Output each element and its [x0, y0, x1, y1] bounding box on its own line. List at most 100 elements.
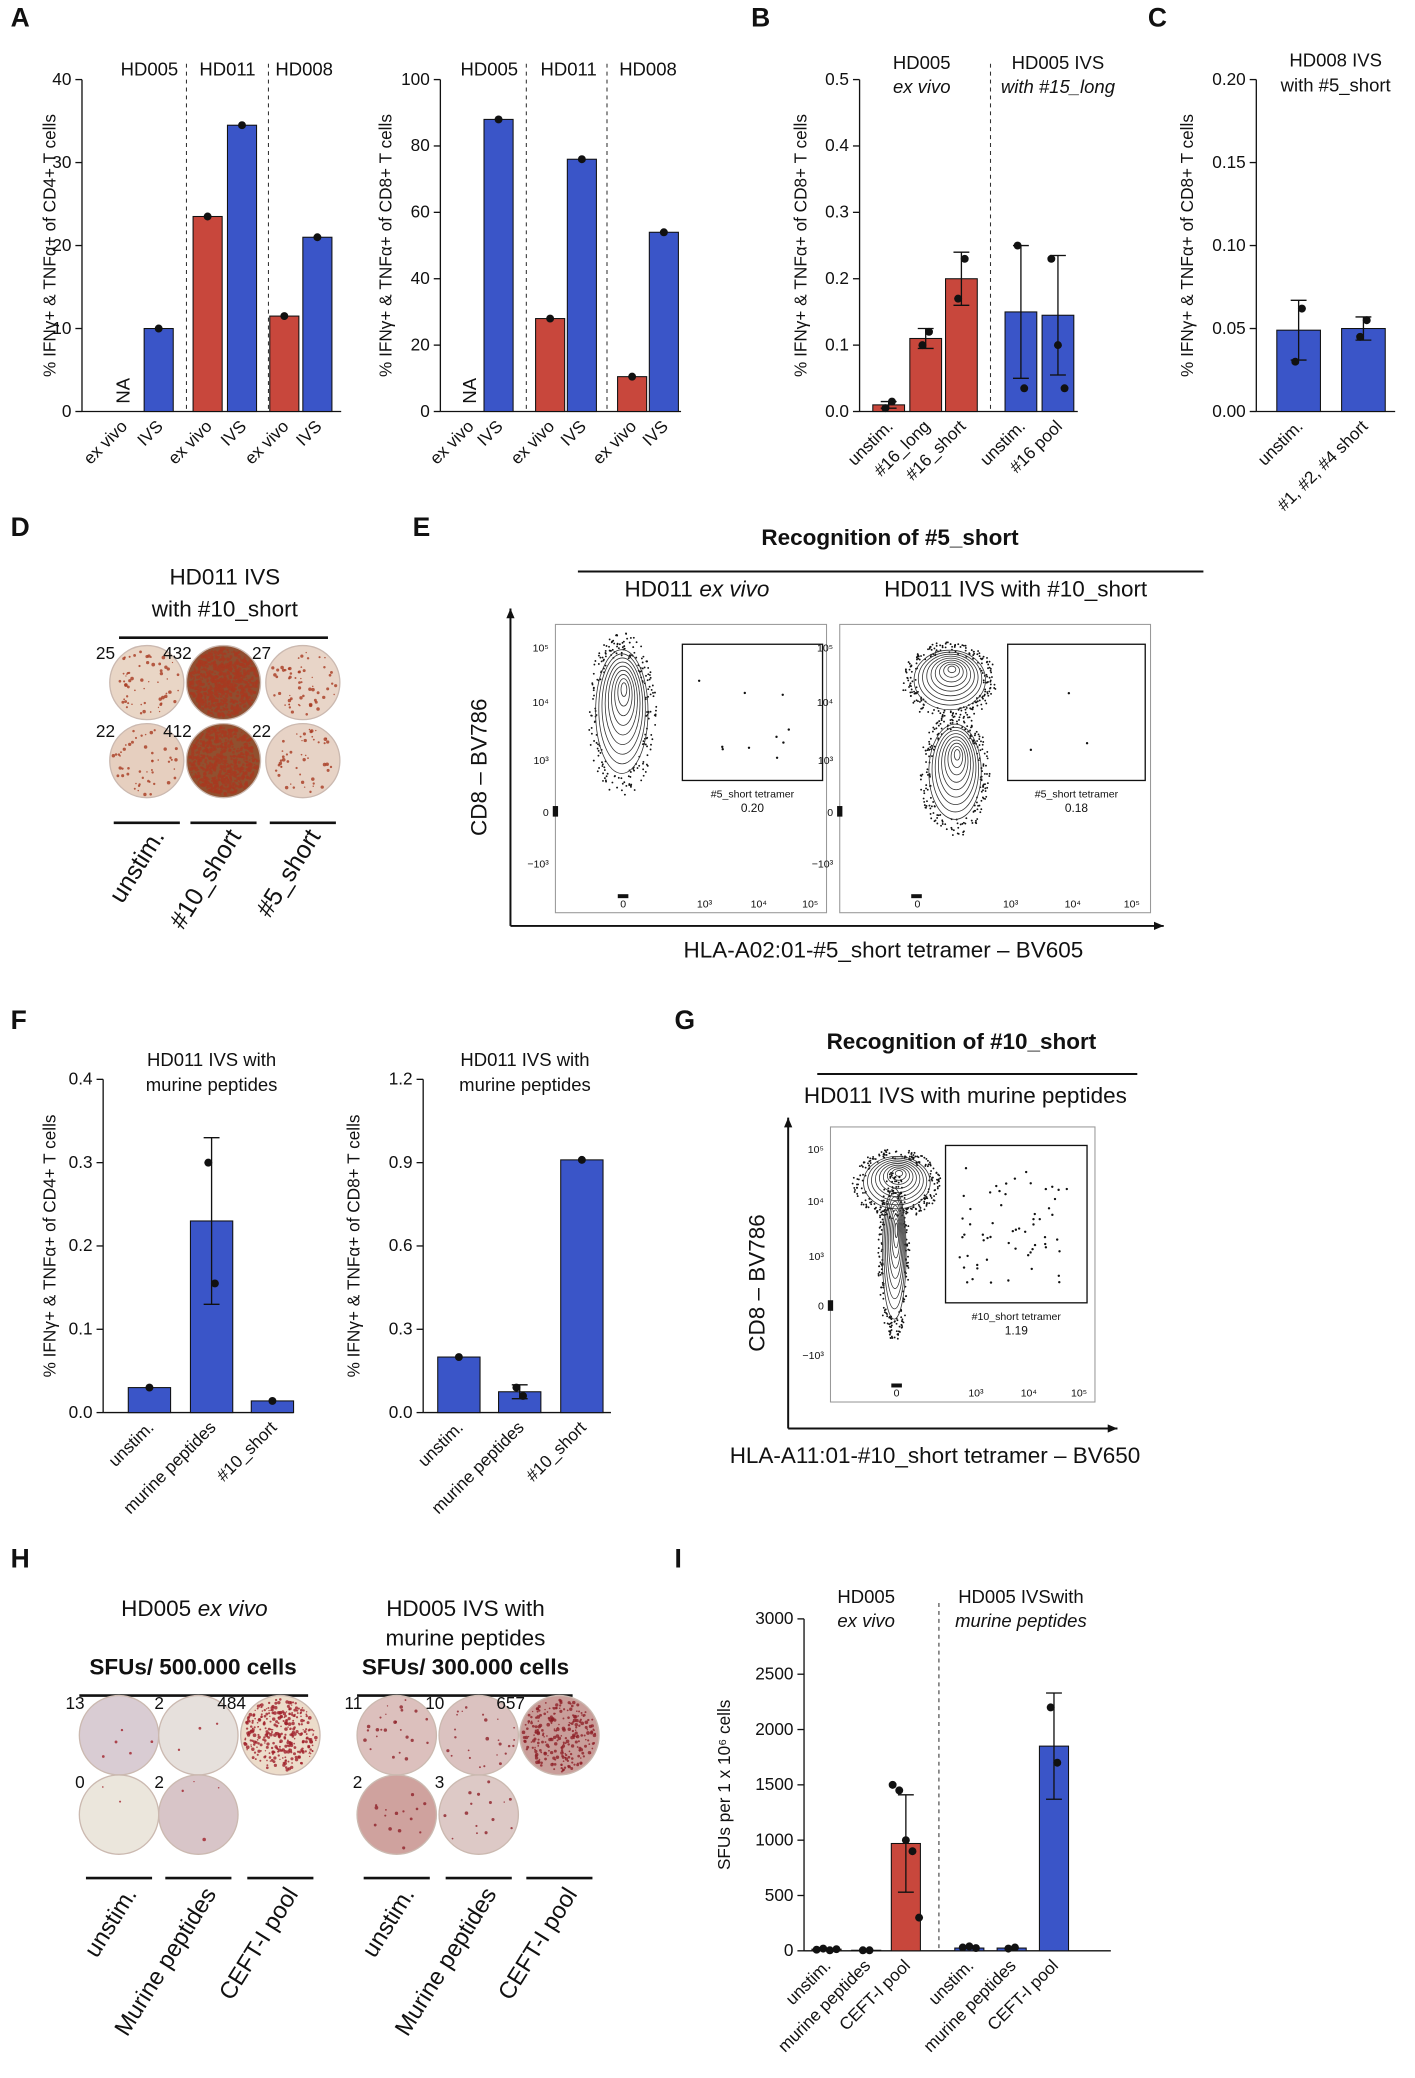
- spot: [209, 788, 213, 792]
- event: [872, 1158, 875, 1160]
- spot: [555, 1734, 560, 1738]
- event: [970, 819, 973, 822]
- spot: [272, 1741, 275, 1745]
- spot: [194, 772, 196, 775]
- event: [896, 1337, 899, 1340]
- spot: [279, 1758, 281, 1761]
- spot: [168, 690, 172, 694]
- event: [993, 683, 996, 686]
- spot: [249, 746, 253, 750]
- spot: [300, 1732, 304, 1735]
- event: [953, 646, 956, 648]
- event: [961, 1217, 964, 1220]
- event: [910, 1152, 913, 1154]
- event: [941, 823, 944, 825]
- event: [962, 1266, 966, 1269]
- spot: [193, 668, 196, 671]
- x-tick-label: unstim.: [414, 1417, 467, 1470]
- spot: [205, 776, 209, 780]
- spot: [300, 1723, 303, 1726]
- event: [939, 722, 942, 725]
- spot: [303, 738, 307, 743]
- spot: [300, 654, 304, 658]
- event: [857, 1178, 860, 1181]
- spot: [223, 778, 226, 781]
- event: [900, 1186, 903, 1189]
- spot: [574, 1723, 579, 1727]
- spot: [248, 659, 252, 664]
- spot: [199, 683, 202, 686]
- event: [603, 769, 606, 771]
- spot: [274, 769, 278, 772]
- spot: [213, 758, 216, 761]
- spot: [206, 750, 210, 754]
- spot: [298, 1750, 302, 1754]
- event: [912, 701, 915, 704]
- event: [988, 1191, 992, 1194]
- event: [628, 784, 631, 786]
- spot: [205, 692, 208, 695]
- spot: [223, 735, 226, 738]
- event: [951, 714, 954, 717]
- event: [641, 667, 644, 670]
- spot: [197, 771, 200, 775]
- spot: [148, 681, 150, 683]
- contour: [917, 651, 983, 706]
- event: [922, 654, 925, 656]
- event: [957, 643, 960, 646]
- event: [991, 1221, 994, 1225]
- spot: [206, 705, 209, 708]
- spot: [209, 766, 213, 769]
- spot: [248, 759, 251, 761]
- spot: [245, 747, 247, 749]
- spot: [326, 740, 330, 744]
- spot: [539, 1713, 542, 1717]
- spot: [265, 1732, 269, 1736]
- event: [944, 823, 947, 826]
- group-label: HD005 IVS: [1012, 52, 1105, 73]
- event: [926, 749, 929, 752]
- spot: [215, 703, 220, 707]
- event: [945, 828, 948, 831]
- event: [649, 710, 652, 713]
- event: [856, 1192, 859, 1195]
- spot: [133, 787, 136, 790]
- event: [1051, 1185, 1054, 1188]
- spot: [190, 752, 195, 756]
- spot: [273, 1705, 278, 1710]
- spot: [240, 694, 245, 699]
- spot: [531, 1724, 535, 1728]
- spot: [577, 1762, 579, 1765]
- event: [984, 790, 987, 792]
- data-point: [454, 1353, 463, 1362]
- event: [917, 700, 919, 703]
- event: [879, 1216, 881, 1219]
- spot: [269, 1715, 271, 1718]
- spot: [221, 652, 225, 656]
- spot: [126, 672, 129, 675]
- spot: [250, 663, 254, 666]
- spot: [255, 680, 259, 685]
- event: [904, 669, 907, 671]
- event: [981, 657, 984, 660]
- spot: [210, 711, 213, 715]
- spot: [143, 701, 146, 705]
- spot: [287, 1726, 289, 1728]
- spot: [147, 779, 150, 783]
- spot: [284, 1766, 288, 1769]
- flow-y-label: CD8 – BV786: [744, 1214, 769, 1351]
- event: [935, 1193, 938, 1196]
- spot: [446, 1749, 450, 1753]
- spot: [197, 667, 201, 670]
- spot: [222, 787, 226, 790]
- spot: [535, 1760, 539, 1765]
- event: [884, 1308, 887, 1311]
- spot: [523, 1739, 527, 1743]
- y-tick-label: 1.2: [389, 1069, 413, 1089]
- spot: [176, 673, 180, 677]
- spot: [249, 667, 252, 670]
- event: [623, 645, 626, 648]
- event: [914, 1207, 917, 1210]
- spot: [243, 704, 247, 708]
- spot: [245, 752, 250, 756]
